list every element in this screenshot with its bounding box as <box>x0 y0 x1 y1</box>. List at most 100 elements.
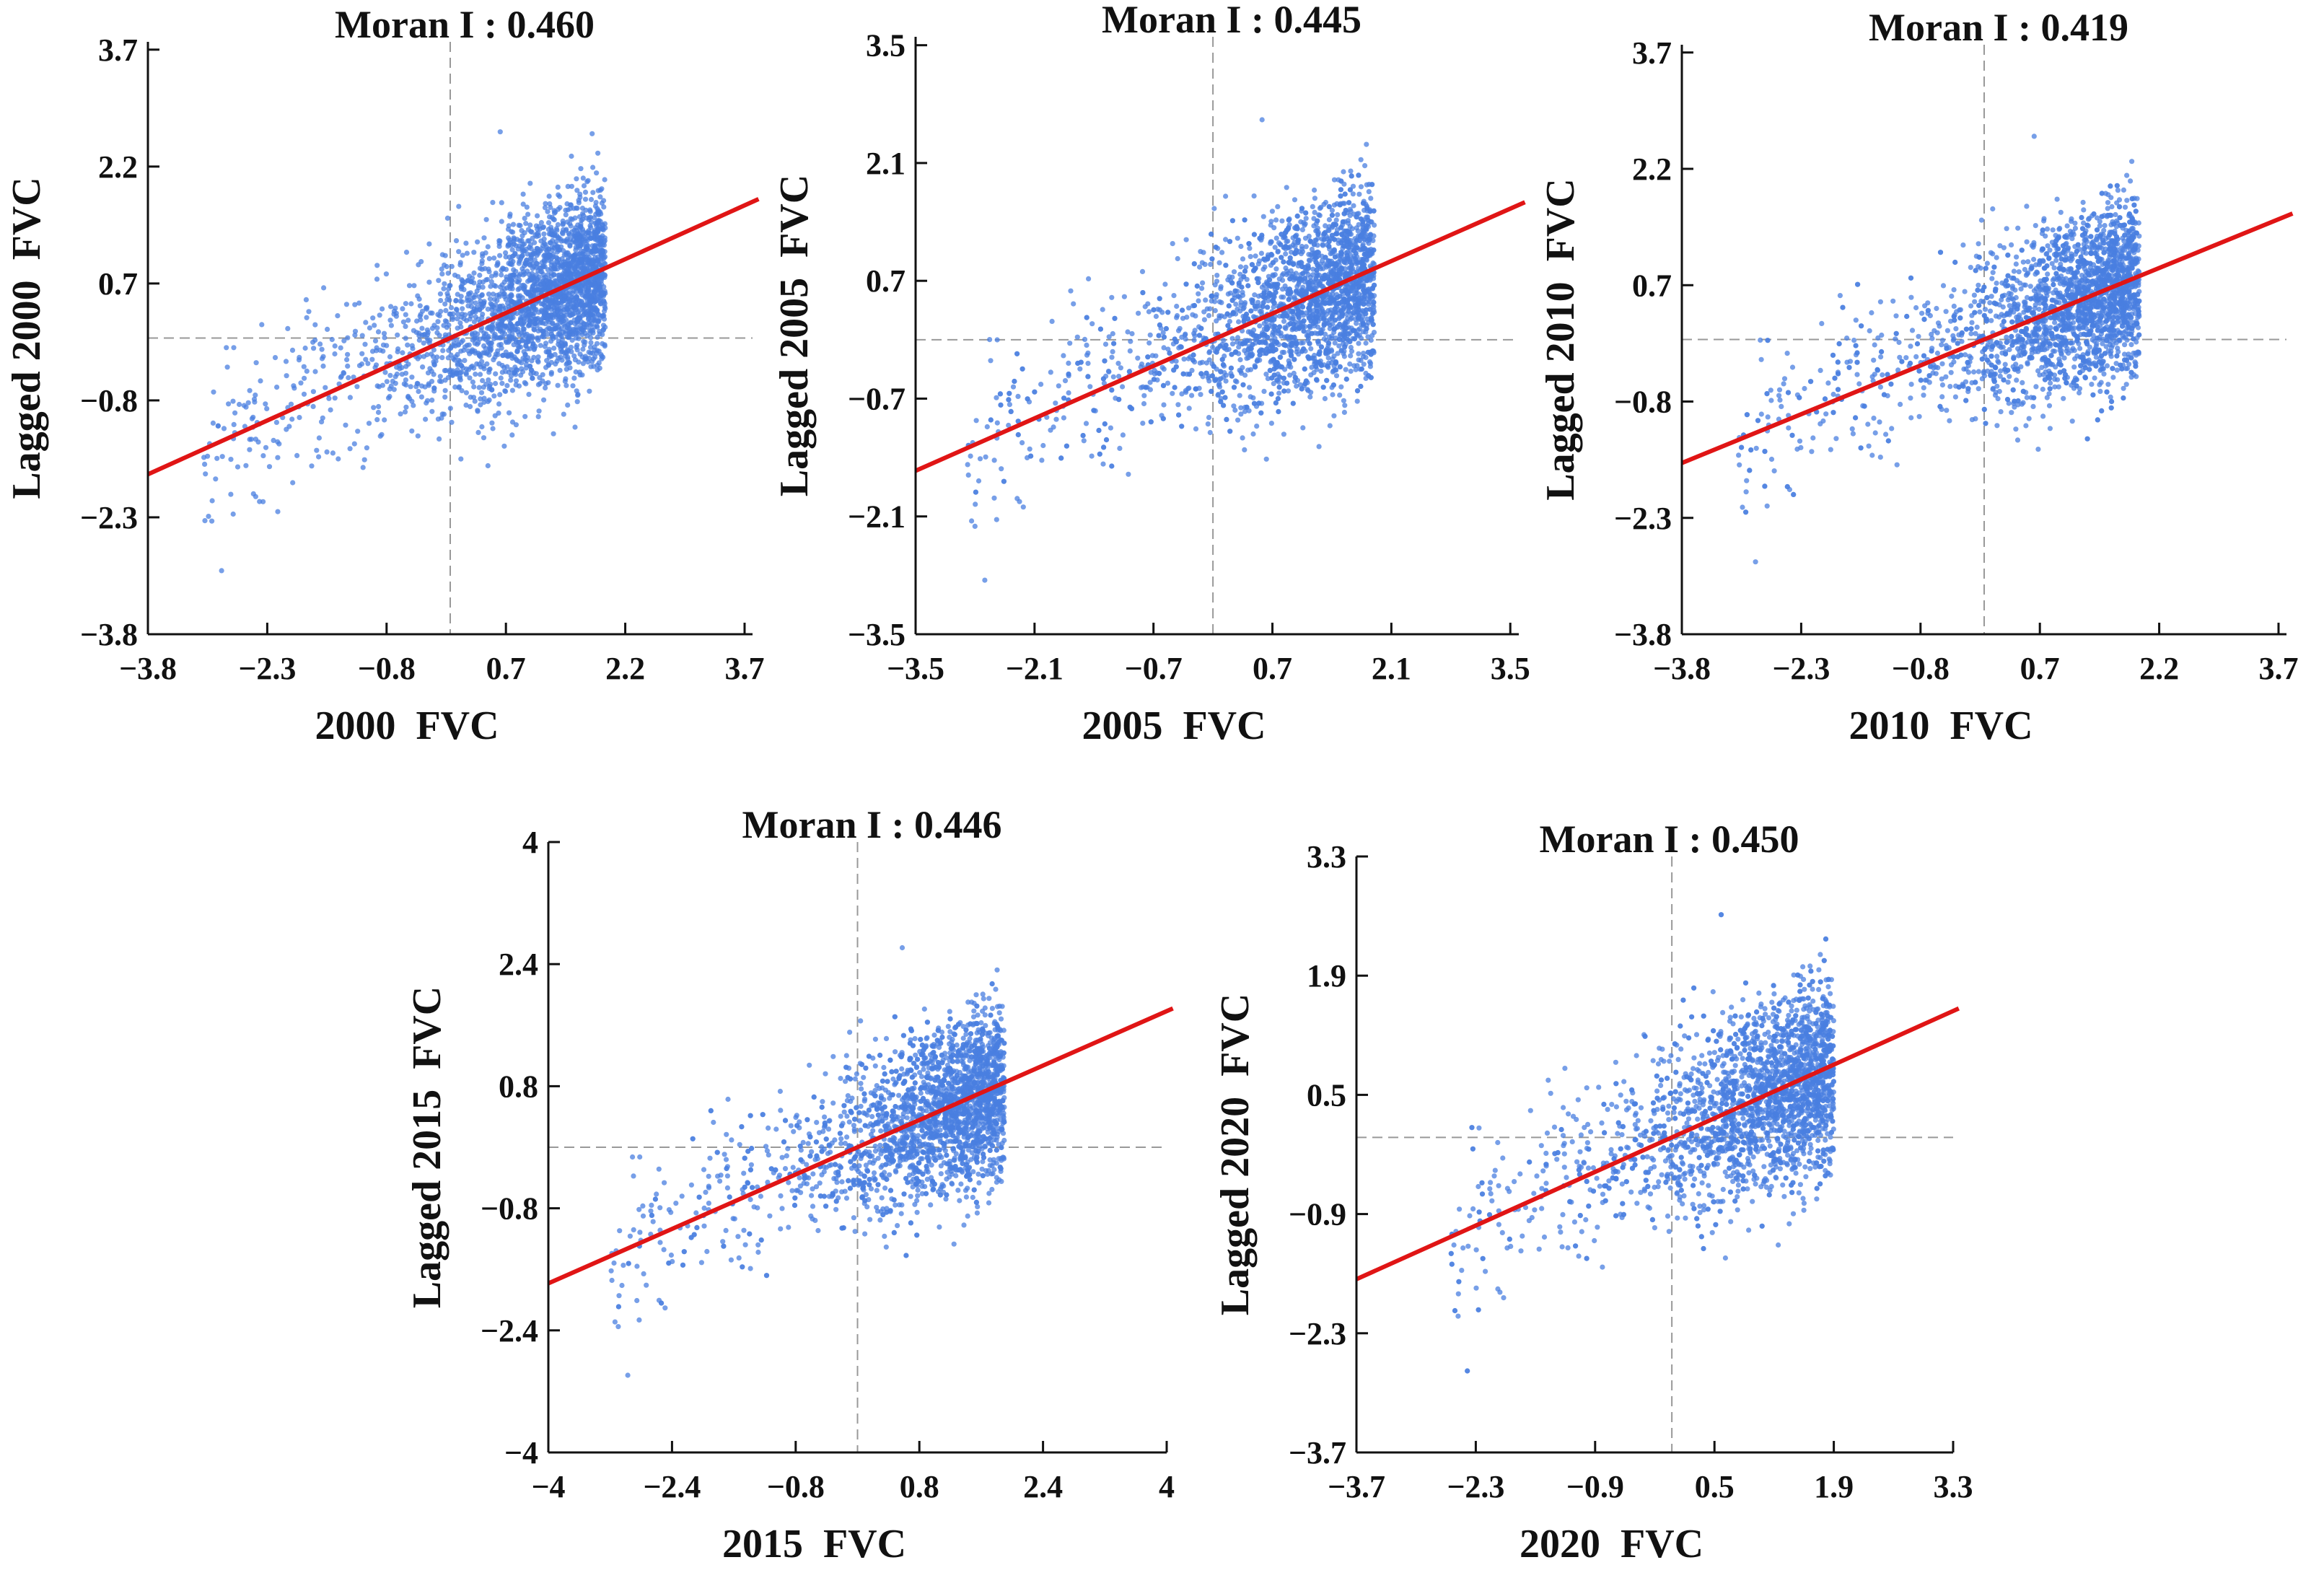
data-point <box>602 235 608 241</box>
data-point <box>511 267 517 273</box>
data-point <box>522 332 528 338</box>
data-point <box>580 175 586 181</box>
data-points <box>201 129 608 574</box>
data-point <box>1146 340 1152 346</box>
data-point <box>475 340 481 346</box>
data-point <box>517 293 523 299</box>
data-point <box>465 303 471 309</box>
data-point <box>1281 318 1287 324</box>
data-point <box>1287 255 1293 260</box>
data-point <box>574 317 580 323</box>
data-point <box>560 221 566 227</box>
data-point <box>380 342 387 348</box>
data-point <box>481 385 486 390</box>
data-point <box>514 310 519 316</box>
data-point <box>495 351 501 357</box>
data-point <box>555 222 561 227</box>
data-point <box>585 247 592 253</box>
data-point <box>1354 225 1359 231</box>
data-point <box>1086 276 1092 281</box>
data-point <box>439 415 444 421</box>
data-point <box>266 464 273 470</box>
data-point <box>516 332 522 338</box>
data-point <box>1242 372 1248 378</box>
data-point <box>536 224 542 229</box>
data-point <box>1320 266 1326 271</box>
data-point <box>1110 374 1116 380</box>
data-point <box>429 310 435 316</box>
data-point <box>352 332 358 338</box>
data-point <box>1205 421 1211 427</box>
data-point <box>455 325 460 331</box>
data-point <box>453 307 460 312</box>
data-point <box>1273 235 1279 241</box>
data-point <box>973 501 978 507</box>
data-point <box>543 278 549 284</box>
data-point <box>1367 361 1374 367</box>
data-point <box>1061 415 1066 421</box>
data-point <box>1323 348 1329 354</box>
data-point <box>435 312 441 317</box>
data-point <box>1176 412 1182 418</box>
data-point <box>1258 250 1264 256</box>
data-point <box>545 209 551 214</box>
data-point <box>1335 212 1341 218</box>
data-point <box>1222 395 1228 400</box>
data-point <box>443 307 449 313</box>
data-point <box>1141 400 1147 407</box>
data-point <box>301 391 307 397</box>
data-point <box>1281 431 1286 437</box>
data-point <box>968 453 973 459</box>
data-point <box>228 457 234 463</box>
data-point <box>1227 290 1233 296</box>
data-point <box>571 353 577 359</box>
data-point <box>297 415 302 421</box>
data-point <box>447 297 452 303</box>
data-point <box>463 390 470 395</box>
data-point <box>582 196 589 202</box>
data-point <box>534 277 540 283</box>
data-point <box>484 349 491 355</box>
data-point <box>598 253 605 259</box>
data-point <box>1369 333 1375 338</box>
data-point <box>545 362 552 368</box>
data-point <box>576 336 582 341</box>
data-point <box>596 312 602 318</box>
data-point <box>1327 423 1333 429</box>
data-point <box>540 372 545 377</box>
data-point <box>471 319 478 325</box>
data-point <box>535 335 542 341</box>
data-point <box>302 375 307 381</box>
data-point <box>276 441 282 447</box>
data-point <box>395 332 400 338</box>
data-point <box>1292 197 1298 203</box>
data-point <box>479 258 485 264</box>
data-point <box>1315 232 1321 237</box>
data-point <box>1341 398 1346 403</box>
data-point <box>565 402 571 408</box>
data-point <box>1330 292 1336 297</box>
data-point <box>456 249 462 255</box>
data-point <box>390 378 395 385</box>
data-point <box>1370 260 1376 266</box>
data-point <box>1244 338 1250 343</box>
data-point <box>527 277 533 283</box>
data-point <box>574 206 580 211</box>
data-point <box>1180 315 1186 321</box>
data-point <box>442 318 449 324</box>
data-point <box>1083 421 1089 426</box>
data-point <box>551 305 557 311</box>
data-point <box>585 177 591 183</box>
data-point <box>528 258 534 263</box>
data-point <box>1348 168 1354 174</box>
data-point <box>1263 372 1269 377</box>
data-point <box>988 358 994 364</box>
data-point <box>329 336 335 343</box>
data-point <box>458 349 464 354</box>
data-point <box>1229 336 1235 341</box>
data-point <box>470 379 476 385</box>
data-point <box>431 347 437 353</box>
data-point <box>1066 390 1071 396</box>
data-point <box>584 256 591 262</box>
data-point <box>1199 359 1205 365</box>
